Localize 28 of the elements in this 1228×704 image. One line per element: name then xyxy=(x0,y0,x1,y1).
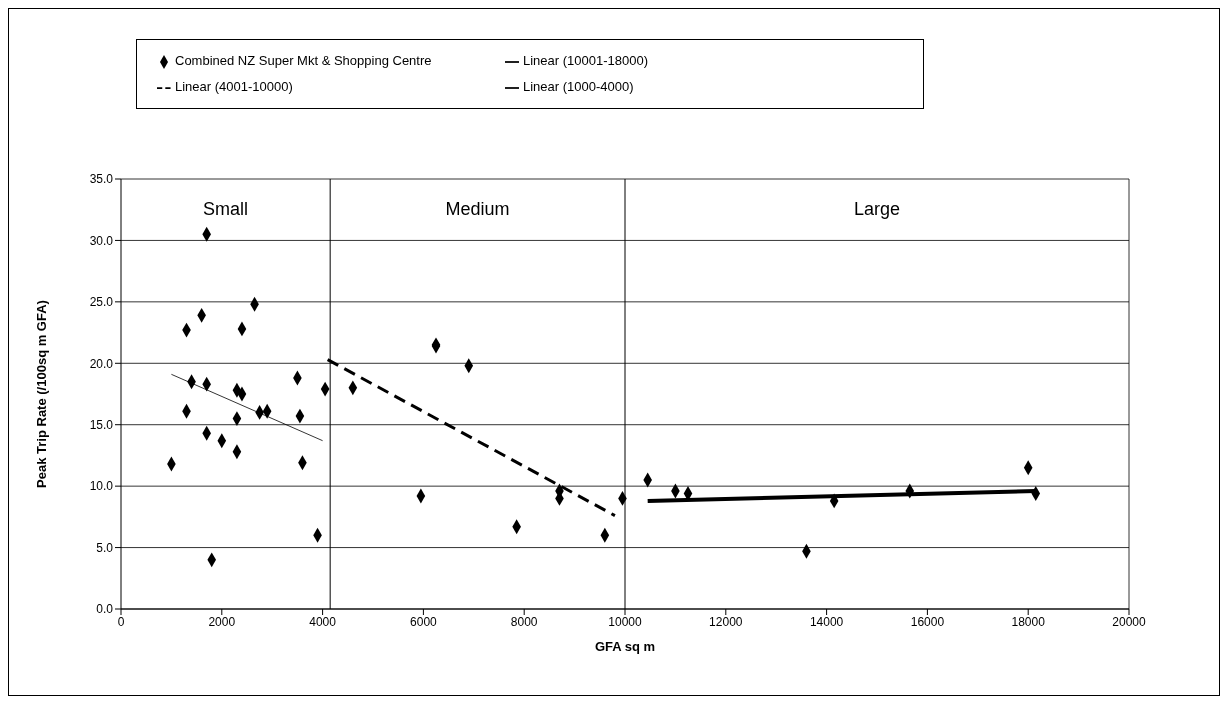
x-tick-label: 2000 xyxy=(208,614,236,629)
x-axis-title: GFA sq m xyxy=(594,639,656,654)
x-tick-label: 8000 xyxy=(510,614,538,629)
x-tick-label: 10000 xyxy=(608,614,643,629)
x-tick-label: 16000 xyxy=(910,614,945,629)
y-tick-label: 10.0 xyxy=(89,479,114,494)
x-tick-label: 14000 xyxy=(809,614,844,629)
y-tick-label: 20.0 xyxy=(89,356,114,371)
y-tick-label: 35.0 xyxy=(89,172,114,187)
x-tick-label: 20000 xyxy=(1112,614,1147,629)
x-tick-label: 0 xyxy=(117,614,125,629)
x-tick-label: 4000 xyxy=(309,614,337,629)
annotation: Medium xyxy=(445,199,510,220)
legend-label: Linear (10001-18000) xyxy=(523,52,650,70)
annotation: Large xyxy=(853,199,901,220)
x-tick-label: 12000 xyxy=(709,614,743,629)
y-tick-label: 30.0 xyxy=(89,233,114,248)
y-axis-title: Peak Trip Rate (/100sq m GFA) xyxy=(33,300,49,488)
annotation: Small xyxy=(203,199,249,220)
y-tick-label: 25.0 xyxy=(89,295,114,310)
y-tick-label: 15.0 xyxy=(89,417,114,432)
legend-label: Linear (4001-10000) xyxy=(175,78,294,96)
x-tick-label: 6000 xyxy=(410,614,438,629)
legend-label: Combined NZ Super Mkt & Shopping Centre xyxy=(175,52,433,70)
x-tick-label: 18000 xyxy=(1011,614,1046,629)
y-tick-label: 5.0 xyxy=(96,540,114,555)
y-tick-label: 0.0 xyxy=(96,602,114,617)
legend-label: Linear (1000-4000) xyxy=(523,78,635,96)
